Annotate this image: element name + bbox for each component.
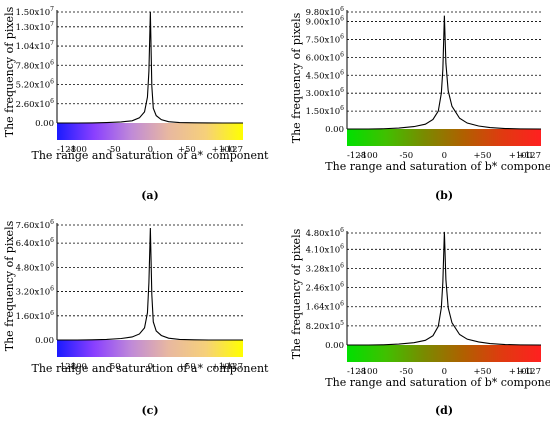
x-axis-label: The range and saturation of a* component (32, 362, 270, 375)
y-tick-label: 2.46x106 (306, 282, 345, 294)
x-tick-label: +100 (212, 145, 235, 155)
x-tick-label: -128 (57, 145, 76, 155)
y-tick-label: 6.40x106 (16, 237, 55, 249)
x-axis-label: The range and saturation of b* component (325, 160, 550, 173)
y-tick-label: 3.20x106 (16, 286, 55, 298)
x-tick-label: -128 (347, 151, 366, 161)
x-tick-label: +127 (220, 145, 243, 155)
x-tick-label: -100 (68, 145, 87, 155)
histogram-line (347, 15, 542, 130)
x-tick-label: +100 (509, 367, 532, 377)
x-tick-label: 0 (148, 362, 153, 372)
chart-panel-2: 0.00 1.60x106 3.20x106 4.80x106 6.40x106 7.60… (3, 219, 269, 417)
y-tick-label: 3.00x106 (306, 87, 345, 99)
chart-panel-1: 0.00 1.50x106 3.00x106 4.50x106 6.00x106 7.50… (290, 6, 550, 202)
x-tick-label: 0 (442, 367, 447, 377)
x-axis-label: The range and saturation of b* component (325, 376, 550, 389)
x-tick-label: +127 (518, 151, 541, 161)
y-axis-label: The frequency of pixels (3, 220, 16, 351)
y-tick-label: 9.80x106 (306, 6, 345, 18)
y-tick-label: 4.80x106 (16, 261, 55, 273)
x-tick-label: +127 (518, 367, 541, 377)
y-tick-label: 1.04x107 (16, 40, 55, 52)
y-tick-label: 7.50x106 (306, 33, 345, 45)
x-tick-label: +100 (509, 151, 532, 161)
y-tick-label: 1.50x106 (306, 105, 345, 117)
color-gradient-bar (57, 340, 243, 357)
y-tick-label: 4.10x106 (306, 243, 345, 255)
x-tick-label: +50 (473, 151, 491, 161)
panel-caption: (b) (435, 189, 453, 202)
y-tick-label: 1.30x107 (16, 21, 55, 33)
y-tick-label: 7.60x106 (16, 219, 55, 231)
y-axis-label: The frequency of pixels (290, 228, 303, 359)
x-axis-label: The range and saturation of a* component (32, 149, 270, 162)
x-tick-label: -100 (68, 362, 87, 372)
x-tick-label: +50 (473, 367, 491, 377)
x-tick-label: -100 (359, 151, 378, 161)
x-tick-label: -50 (399, 367, 413, 377)
panel-caption: (d) (435, 404, 453, 417)
color-gradient-bar (347, 129, 541, 146)
x-tick-label: -50 (107, 362, 121, 372)
y-tick-label: 0.00 (35, 336, 54, 346)
x-tick-label: 0 (442, 151, 447, 161)
y-tick-label: 3.28x106 (306, 262, 345, 274)
y-tick-label: 5.20x106 (16, 79, 55, 91)
y-tick-label: 9.00x106 (306, 16, 345, 28)
histogram-line (347, 231, 542, 346)
y-axis-label: The frequency of pixels (3, 6, 16, 137)
y-tick-label: 4.50x106 (306, 69, 345, 81)
x-tick-label: -50 (107, 145, 121, 155)
y-tick-label: 0.00 (35, 119, 54, 129)
color-gradient-bar (57, 123, 243, 140)
x-tick-label: -128 (57, 362, 76, 372)
panel-caption: (a) (141, 189, 159, 202)
x-tick-label: +50 (178, 362, 196, 372)
y-tick-label: 8.20x105 (306, 320, 345, 332)
chart-panel-3: 0.00 8.20x105 1.64x106 2.46x106 3.28x106 4.10… (290, 227, 550, 417)
y-tick-label: 6.00x106 (306, 51, 345, 63)
y-tick-label: 1.60x106 (16, 310, 55, 322)
y-axis-label: The frequency of pixels (290, 12, 303, 143)
x-tick-label: +100 (212, 362, 235, 372)
y-tick-label: 0.00 (325, 125, 344, 135)
x-tick-label: +127 (220, 362, 243, 372)
y-tick-label: 1.64x106 (306, 301, 345, 313)
x-tick-label: -50 (399, 151, 413, 161)
panel-caption: (c) (141, 404, 158, 417)
y-tick-label: 4.80x106 (306, 227, 345, 239)
y-tick-label: 0.00 (325, 341, 344, 351)
histogram-line (57, 11, 243, 124)
y-tick-label: 7.80x106 (16, 59, 55, 71)
y-tick-label: 2.60x106 (16, 98, 55, 110)
chart-panel-0: 0.00 2.60x106 5.20x106 7.80x106 1.04x107 1.30… (3, 6, 269, 202)
x-tick-label: -128 (347, 367, 366, 377)
color-gradient-bar (347, 345, 541, 362)
y-tick-label: 1.50x107 (16, 6, 55, 18)
x-tick-label: 0 (148, 145, 153, 155)
x-tick-label: -100 (359, 367, 378, 377)
histogram-line (57, 228, 243, 341)
x-tick-label: +50 (178, 145, 196, 155)
